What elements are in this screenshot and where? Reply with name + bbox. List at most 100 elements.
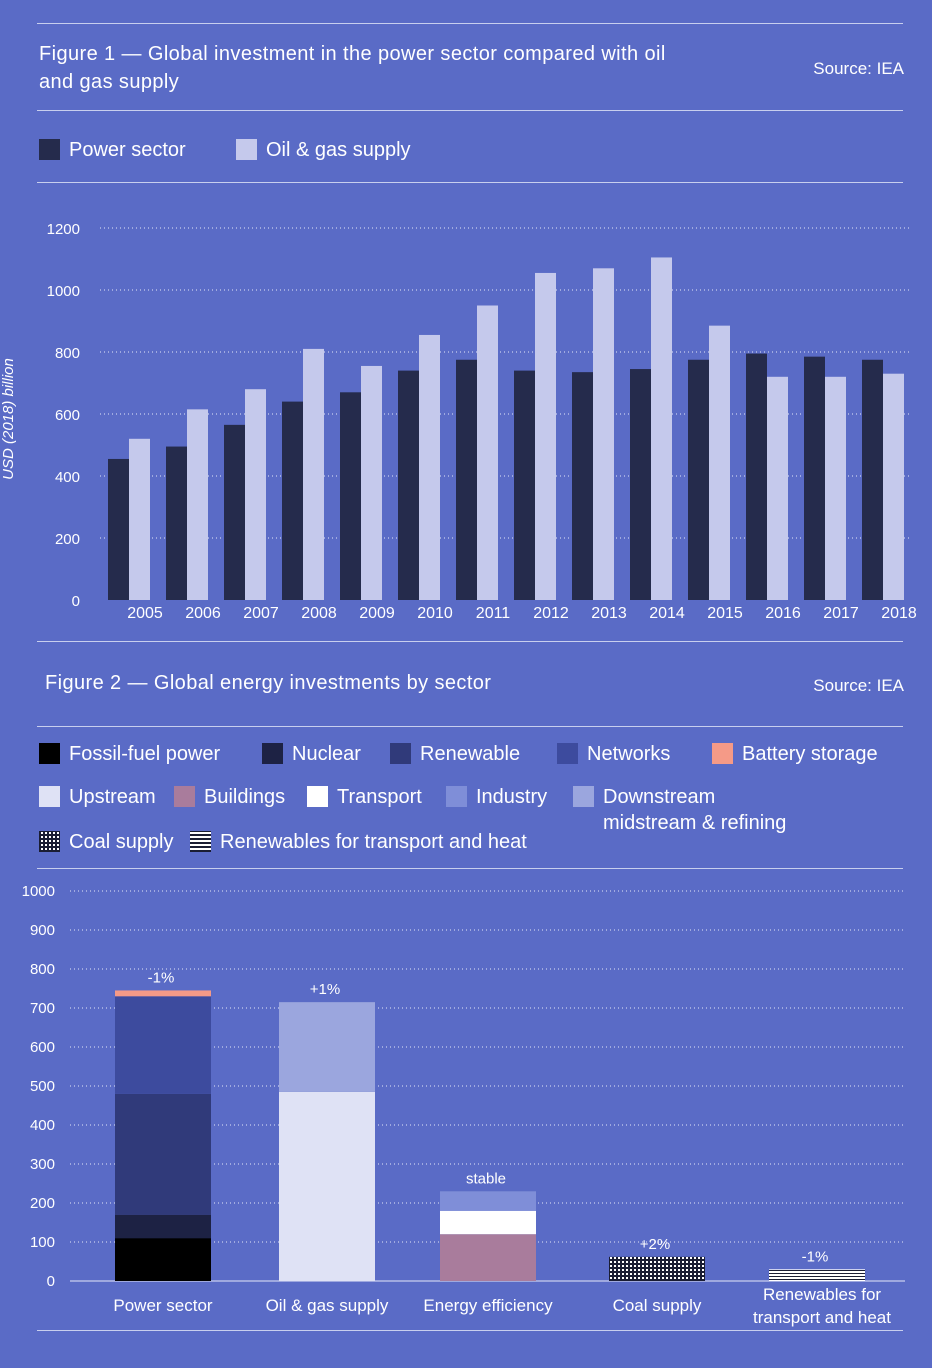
bar-power-sector-2007	[224, 424, 245, 600]
bar-power-sector-2006	[166, 446, 187, 600]
legend-networks: Networks	[557, 741, 670, 767]
y-tick-label: 800	[30, 961, 55, 978]
figure1-legend-rule	[37, 182, 903, 183]
y-tick-label: 1000	[47, 283, 80, 300]
legend-label: Transport	[337, 786, 422, 808]
legend-coal-supply: Coal supply	[39, 829, 174, 855]
x-tick-label: Renewables for transport and heat	[753, 1285, 891, 1327]
legend-upstream: Upstream	[39, 784, 156, 810]
legend-swatch	[190, 831, 211, 852]
bar-oil-gas-2007	[245, 389, 266, 600]
bar-power-sector-2010	[398, 370, 419, 600]
bar-segment-downstream-midstream-refining	[279, 1002, 375, 1092]
legend-label: Oil & gas supply	[266, 139, 411, 161]
y-axis-label: USD (2018) billion	[0, 358, 17, 480]
legend-label: Battery storage	[742, 743, 878, 765]
bar-segment-nuclear	[115, 1214, 211, 1239]
legend-buildings: Buildings	[174, 784, 285, 810]
y-tick-label: 200	[30, 1195, 55, 1212]
bar-power-sector-2011	[456, 359, 477, 600]
bar-oil-gas-2012	[535, 272, 556, 600]
figure2-title: Figure 2 — Global energy investments by …	[45, 672, 492, 694]
legend-downstream-midstream-refining: Downstream midstream & refining	[573, 784, 813, 836]
legend-swatch	[446, 786, 467, 807]
figure2-source: Source: IEA	[813, 676, 904, 695]
y-tick-label: 800	[55, 345, 80, 362]
bar-oil-gas-2017	[825, 376, 846, 600]
bar-power-sector-2005	[108, 458, 129, 600]
bar-oil-gas-2015	[709, 325, 730, 600]
bar-oil-gas-2009	[361, 365, 382, 600]
bar-oil-gas-2016	[767, 376, 788, 600]
legend-label: Nuclear	[292, 743, 361, 765]
bar-power-sector-2009	[340, 392, 361, 600]
bar-power-sector-2017	[804, 356, 825, 600]
legend-nuclear: Nuclear	[262, 741, 361, 767]
legend-swatch	[573, 786, 594, 807]
y-tick-label: 1200	[47, 221, 80, 238]
legend-transport: Transport	[307, 784, 422, 810]
x-tick-label: 2007	[243, 605, 279, 622]
legend-swatch	[39, 831, 60, 852]
bar-power-sector-2015	[688, 359, 709, 600]
legend-swatch	[39, 786, 60, 807]
legend-label: Networks	[587, 743, 671, 765]
x-tick-label: 2006	[185, 605, 221, 622]
x-tick-label: 2016	[765, 605, 801, 622]
legend-label: Power sector	[69, 139, 186, 161]
legend-swatch	[39, 139, 60, 160]
bar-segment-fossil-fuel-power	[115, 1238, 211, 1281]
bar-oil-gas-2005	[129, 438, 150, 600]
y-tick-label: 200	[55, 531, 80, 548]
bar-segment-networks	[115, 996, 211, 1094]
legend-renewables-for-transport-and-heat: Renewables for transport and heat	[190, 829, 527, 855]
x-tick-label: 2005	[127, 605, 163, 622]
legend-label: Downstream midstream & refining	[603, 786, 787, 834]
y-tick-label: 300	[30, 1156, 55, 1173]
bar-power-sector-2016	[746, 353, 767, 600]
bar-segment-battery-storage	[115, 990, 211, 997]
y-tick-label: 900	[30, 922, 55, 939]
bar-annotation: -1%	[148, 969, 175, 986]
x-tick-label: 2015	[707, 605, 743, 622]
x-tick-label: Energy efficiency	[423, 1296, 553, 1315]
bar-annotation: -1%	[802, 1248, 829, 1265]
x-tick-label: Power sector	[113, 1296, 213, 1315]
legend-power-sector: Power sector	[39, 137, 186, 163]
bar-annotation: +2%	[640, 1236, 670, 1253]
bar-segment-coal-supply	[609, 1256, 705, 1281]
bar-oil-gas-2008	[303, 348, 324, 600]
legend-label: Upstream	[69, 786, 156, 808]
x-tick-label: 2010	[417, 605, 453, 622]
bottom-rule	[37, 1330, 903, 1331]
legend-label: Coal supply	[69, 831, 174, 853]
x-tick-label: Oil & gas supply	[266, 1296, 389, 1315]
legend-swatch	[307, 786, 328, 807]
y-tick-label: 600	[30, 1039, 55, 1056]
legend-swatch	[712, 743, 733, 764]
figure1-source: Source: IEA	[813, 59, 904, 78]
x-tick-label: 2009	[359, 605, 395, 622]
legend-swatch	[39, 743, 60, 764]
bar-oil-gas-2013	[593, 268, 614, 600]
legend-label: Industry	[476, 786, 548, 808]
bar-segment-upstream	[279, 1091, 375, 1281]
x-tick-label: 2013	[591, 605, 627, 622]
figure2-legend-rule	[37, 868, 903, 869]
x-tick-label: 2014	[649, 605, 685, 622]
bar-segment-buildings	[440, 1234, 536, 1281]
bar-annotation: +1%	[310, 981, 340, 998]
bar-segment-renewables-for-transport-and-heat	[769, 1269, 865, 1281]
bar-power-sector-2018	[862, 359, 883, 600]
legend-label: Renewables for transport and heat	[220, 831, 527, 853]
y-tick-label: 100	[30, 1234, 55, 1251]
bar-oil-gas-2006	[187, 409, 208, 600]
legend-oil-gas-supply: Oil & gas supply	[236, 137, 411, 163]
x-tick-label: Coal supply	[613, 1296, 702, 1315]
legend-swatch	[174, 786, 195, 807]
y-tick-label: 0	[72, 593, 80, 610]
bar-power-sector-2008	[282, 401, 303, 600]
bar-segment-renewable	[115, 1093, 211, 1215]
legend-renewable: Renewable	[390, 741, 520, 767]
top-rule	[37, 23, 903, 24]
